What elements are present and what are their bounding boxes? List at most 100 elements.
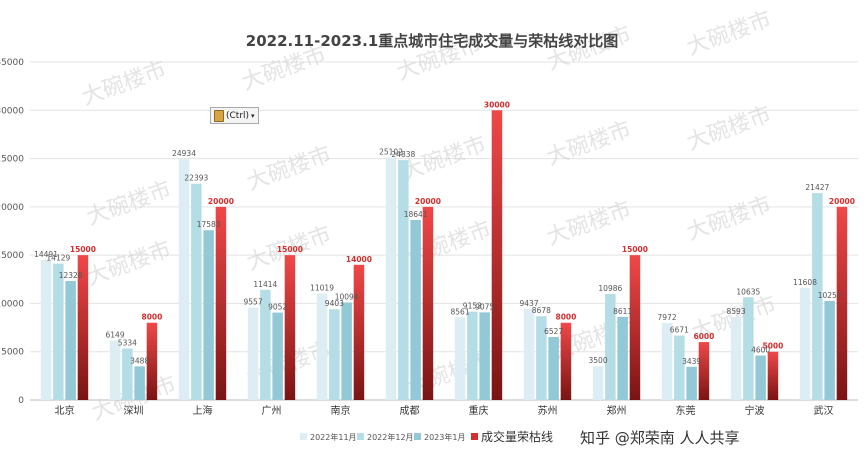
bar	[536, 316, 547, 400]
data-label: 8611	[613, 307, 632, 316]
bar	[203, 230, 214, 400]
x-tick-label: 重庆	[469, 404, 489, 417]
data-label: 14000	[346, 255, 372, 264]
bar	[755, 355, 766, 400]
data-label: 7972	[658, 313, 677, 322]
watermark-text: 大碗楼市	[244, 142, 335, 196]
x-tick-label: 宁波	[745, 404, 765, 417]
data-label: 22393	[184, 174, 208, 183]
bar	[523, 308, 535, 400]
data-label: 30000	[484, 100, 510, 109]
bar	[65, 280, 76, 400]
y-tick-label: 25000	[0, 155, 24, 165]
watermark-text: 大碗楼市	[84, 177, 175, 231]
bar	[560, 322, 572, 400]
legend-swatch	[471, 433, 478, 440]
data-label: 3439	[682, 357, 701, 366]
data-label: 20000	[415, 197, 441, 206]
bar	[592, 366, 604, 400]
data-label: 15000	[70, 245, 96, 254]
bar	[698, 342, 710, 400]
bar	[812, 193, 823, 400]
watermark-text: 大碗楼市	[89, 372, 180, 426]
watermark-text: 大碗楼市	[684, 7, 775, 61]
bar	[799, 287, 811, 400]
data-label: 9153	[463, 302, 482, 311]
y-tick-label: 5000	[1, 348, 24, 358]
data-label: 6000	[694, 332, 715, 341]
data-label: 8678	[532, 306, 551, 315]
x-tick-label: 深圳	[124, 405, 144, 417]
x-tick-label: 武汉	[814, 404, 834, 417]
y-tick-label: 35000	[0, 58, 24, 68]
clipboard-icon	[214, 109, 224, 122]
x-tick-label: 东莞	[676, 404, 696, 417]
data-label: 3488	[130, 356, 149, 365]
y-tick-label: 20000	[0, 203, 24, 213]
bar	[767, 351, 779, 400]
data-label: 11414	[253, 280, 277, 289]
data-label: 6149	[106, 331, 125, 340]
data-label: 6527	[544, 327, 563, 336]
data-label: 10635	[736, 287, 760, 296]
bar	[260, 289, 271, 400]
x-tick-label: 苏州	[538, 404, 558, 417]
data-label: 25102	[379, 148, 403, 157]
bar	[686, 366, 697, 400]
data-label: 10094	[335, 293, 359, 302]
bar	[272, 312, 283, 400]
bar	[836, 206, 848, 400]
watermark-text: 大碗楼市	[79, 57, 170, 111]
bar	[329, 309, 340, 400]
legend-label: 2022年12月	[367, 432, 414, 442]
data-label: 9052	[268, 303, 287, 312]
bar	[134, 366, 145, 400]
data-label: 17583	[197, 220, 221, 229]
y-tick-label: 10000	[0, 299, 24, 309]
y-tick-label: 0	[18, 396, 24, 406]
data-label: 15000	[622, 245, 648, 254]
bar	[122, 348, 133, 400]
bar	[215, 206, 227, 400]
data-label: 21427	[805, 183, 829, 192]
data-label: 5334	[118, 338, 137, 347]
x-tick-label: 广州	[262, 405, 282, 417]
data-label: 9437	[520, 299, 539, 308]
bar	[53, 263, 64, 400]
data-label: 9557	[244, 298, 263, 307]
legend-swatch	[300, 433, 307, 440]
watermark-text: 大碗楼市	[544, 197, 635, 251]
data-label: 14129	[46, 254, 70, 263]
paste-options-button[interactable]: (Ctrl) ▾	[210, 107, 259, 124]
data-label: 11019	[310, 284, 334, 293]
bar	[410, 219, 421, 400]
bar	[824, 300, 835, 400]
data-label: 3500	[589, 356, 608, 365]
footer-credit: 知乎 @郑荣南 人人共享	[580, 429, 740, 447]
data-label: 24934	[172, 149, 196, 158]
bar	[247, 307, 259, 400]
watermark-text: 大碗楼市	[544, 117, 635, 171]
data-label: 8593	[727, 307, 746, 316]
data-label: 10257	[818, 291, 842, 300]
bar	[467, 311, 478, 400]
bar	[491, 110, 503, 401]
data-label: 12328	[59, 271, 83, 280]
bar	[661, 323, 673, 400]
bar	[191, 183, 202, 400]
x-tick-label: 郑州	[607, 404, 627, 417]
data-label: 14491	[34, 250, 58, 259]
x-tick-label: 南京	[331, 404, 351, 417]
bar	[617, 316, 628, 400]
bar	[109, 340, 121, 400]
bar	[730, 317, 742, 400]
chevron-down-icon: ▾	[251, 111, 255, 120]
bar	[284, 255, 296, 400]
bar	[629, 255, 641, 400]
bar	[146, 322, 158, 400]
data-label: 8561	[451, 307, 470, 316]
legend-swatch	[414, 433, 421, 440]
bar	[316, 293, 328, 400]
x-tick-label: 上海	[193, 404, 213, 417]
